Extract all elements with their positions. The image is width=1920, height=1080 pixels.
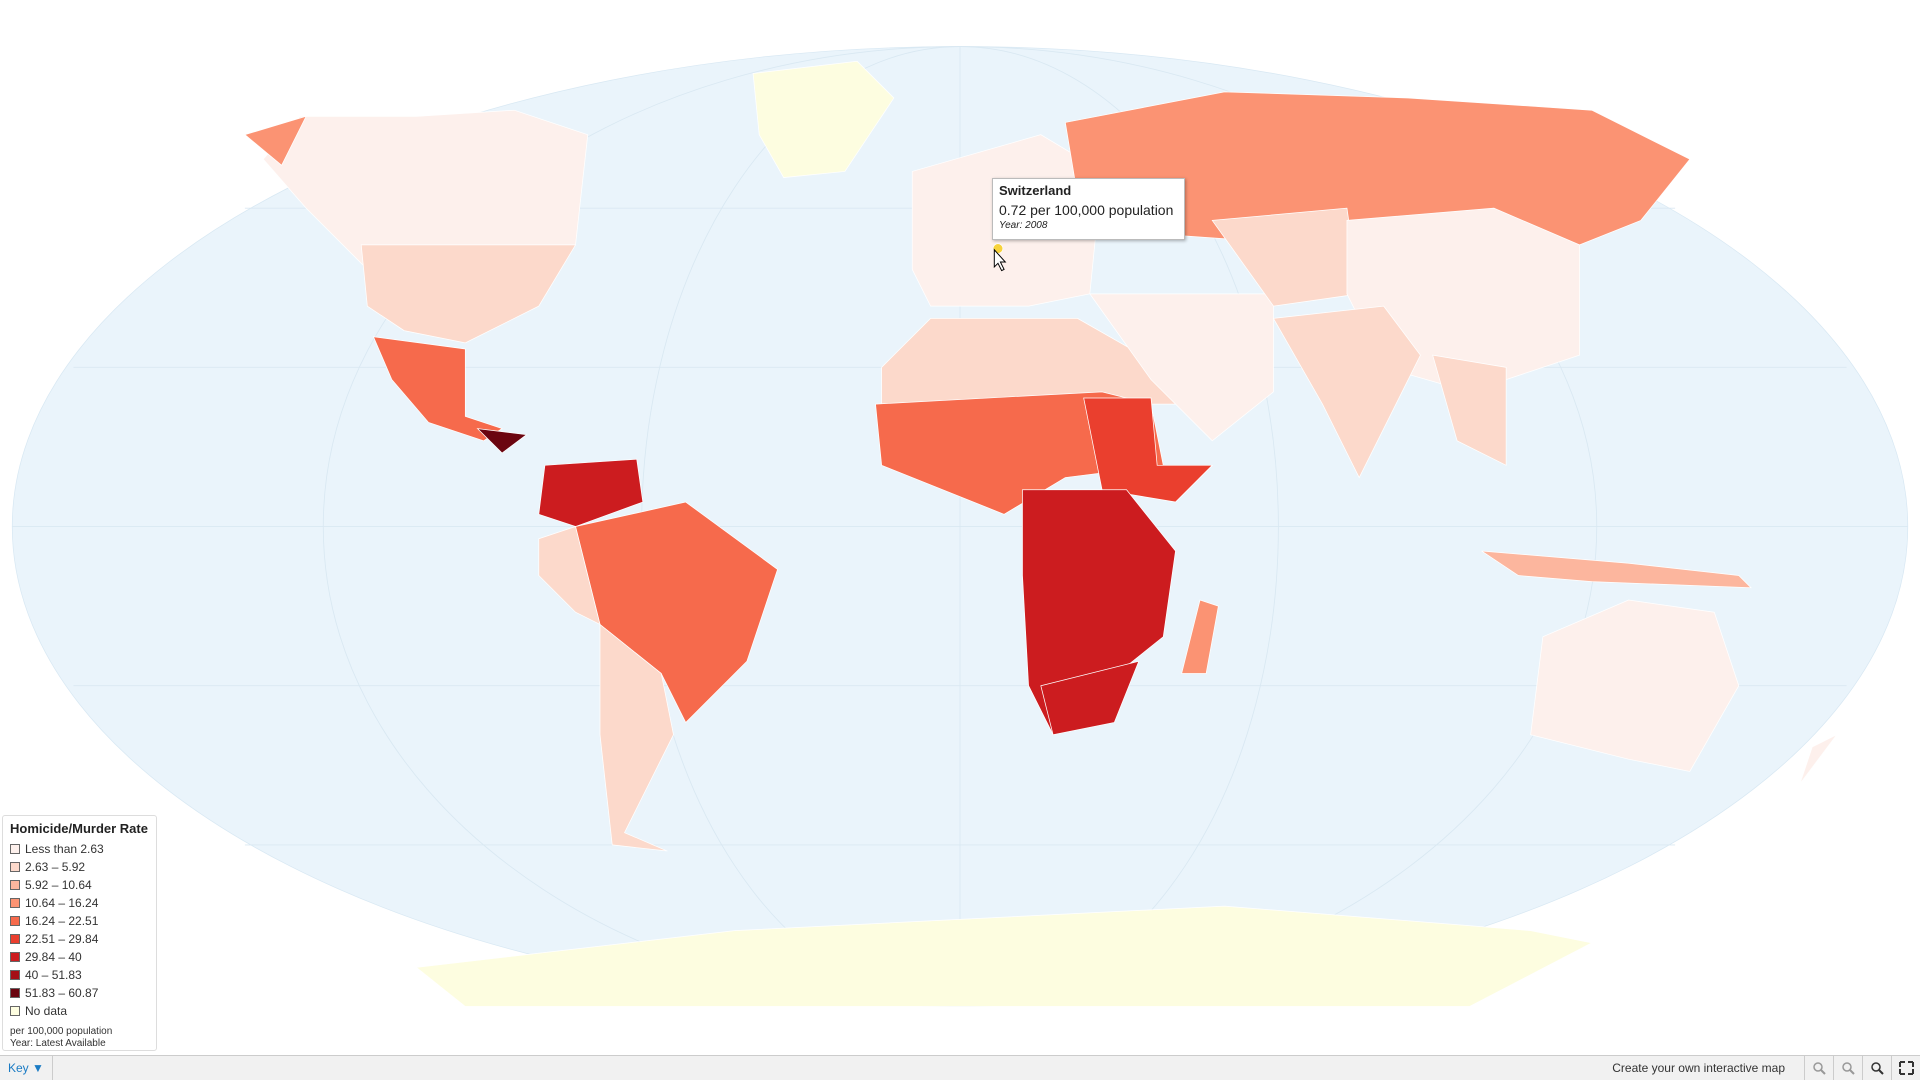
create-map-link[interactable]: Create your own interactive map: [1612, 1061, 1785, 1075]
cursor: [993, 248, 1007, 272]
legend-item: 29.84 – 40: [10, 948, 149, 966]
legend-swatch: [10, 898, 20, 908]
legend-label: No data: [25, 1004, 68, 1018]
legend-swatch: [10, 1006, 20, 1016]
legend-swatch: [10, 844, 20, 854]
legend-item: 16.24 – 22.51: [10, 912, 149, 930]
legend-label: 40 – 51.83: [25, 968, 82, 982]
legend-swatch: [10, 952, 20, 962]
toolbar: [1804, 1056, 1920, 1080]
fullscreen[interactable]: [1891, 1056, 1920, 1080]
tooltip: Switzerland 0.72 per 100,000 population …: [992, 178, 1185, 240]
legend-swatch: [10, 988, 20, 998]
legend-item: No data: [10, 1002, 149, 1020]
legend-label: 16.24 – 22.51: [25, 914, 99, 928]
legend-label: 5.92 – 10.64: [25, 878, 92, 892]
legend-item: 40 – 51.83: [10, 966, 149, 984]
legend-title: Homicide/Murder Rate: [10, 821, 148, 836]
legend-item: 51.83 – 60.87: [10, 984, 149, 1002]
legend-items: Less than 2.63 2.63 – 5.92 5.92 – 10.64 10.…: [10, 840, 149, 1020]
countries: [244, 60, 1838, 1007]
legend: Homicide/Murder Rate Less than 2.63 2.63 …: [2, 815, 157, 1051]
legend-swatch: [10, 934, 20, 944]
zoom-out[interactable]: [1833, 1056, 1862, 1080]
legend-label: Less than 2.63: [25, 842, 104, 856]
legend-swatch: [10, 880, 20, 890]
footer: Key ▼ Create your own interactive map: [0, 1055, 1920, 1080]
legend-swatch: [10, 916, 20, 926]
legend-note: Year: Latest Available: [10, 1038, 106, 1049]
legend-item: Less than 2.63: [10, 840, 149, 858]
legend-label: 22.51 – 29.84: [25, 932, 99, 946]
legend-label: 10.64 – 16.24: [25, 896, 99, 910]
legend-swatch: [10, 862, 20, 872]
legend-note: per 100,000 population: [10, 1026, 113, 1037]
tooltip-value: 0.72 per 100,000 population: [999, 202, 1174, 218]
legend-label: 2.63 – 5.92: [25, 860, 86, 874]
legend-item: 10.64 – 16.24: [10, 894, 149, 912]
legend-label: 29.84 – 40: [25, 950, 82, 964]
zoom-in[interactable]: [1804, 1056, 1833, 1080]
legend-item: 5.92 – 10.64: [10, 876, 149, 894]
legend-item: 2.63 – 5.92: [10, 858, 149, 876]
legend-label: 51.83 – 60.87: [25, 986, 99, 1000]
legend-swatch: [10, 970, 20, 980]
legend-item: 22.51 – 29.84: [10, 930, 149, 948]
zoom-reset[interactable]: [1862, 1056, 1891, 1080]
world-map: [11, 46, 1909, 1007]
legend-notes: per 100,000 population Year: Latest Avail…: [10, 1026, 149, 1050]
tooltip-country: Switzerland: [999, 183, 1072, 198]
tooltip-year: Year: 2008: [999, 220, 1048, 231]
key-toggle[interactable]: Key ▼: [0, 1056, 53, 1080]
